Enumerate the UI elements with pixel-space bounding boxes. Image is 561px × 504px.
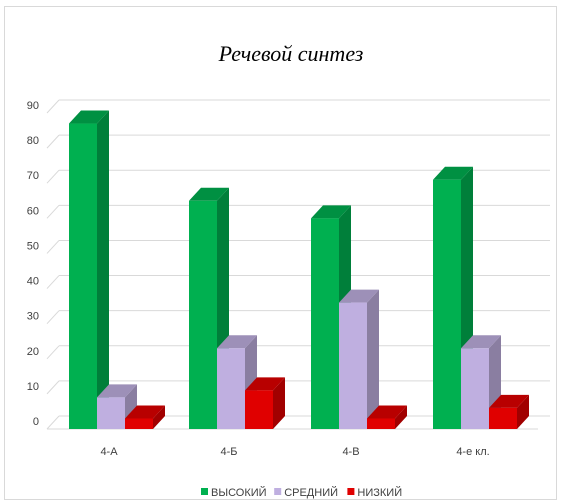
category-label: 4-В [342,446,359,458]
y-tick-label: 20 [27,346,39,358]
bar-4-Б-НИЗКИЙ [245,377,285,429]
y-tick-label: 70 [27,170,39,182]
category-labels: 4-А 4-Б 4-В 4-е кл. [100,446,489,458]
bar-top [433,166,473,180]
bar-front [489,407,517,429]
gridline-depth [46,240,60,254]
gridline-depth [46,99,60,114]
y-tick-label: 40 [27,276,39,288]
bar-front [125,418,153,429]
bar-top [97,384,137,398]
gridline-depth [46,415,60,430]
gridline-depth [46,310,60,325]
category-label: 4-Б [221,446,238,458]
legend-label: СРЕДНИЙ [284,486,338,499]
bar-side [153,405,165,429]
legend: ВЫСОКИЙ СРЕДНИЙ НИЗКИЙ [201,486,402,499]
gridline-depth [46,134,60,149]
legend-swatch [347,488,355,495]
bar-side [97,110,109,430]
y-tick-label: 10 [27,381,39,393]
category-label: 4-е кл. [456,446,489,458]
bar-top [367,405,407,419]
bar-4-е кл.-НИЗКИЙ [489,394,529,429]
gridline-depth [46,204,60,219]
y-tick-label: 80 [27,135,39,147]
bar-top [489,394,529,408]
bar-top [311,205,351,219]
bar-4-В-ВЫСОКИЙ [311,205,351,429]
bar-top [189,187,229,201]
y-tick-label: 0 [33,416,39,428]
bar-side [273,377,285,429]
category-label: 4-А [100,446,118,458]
gridline-depth [46,275,60,289]
bar-front [245,390,273,429]
chart-frame: Речевой синтез 0 10 20 30 40 50 60 70 80 90 4-А 4-… [4,6,557,500]
y-axis-ticks: 0 10 20 30 40 50 60 70 80 90 [27,100,39,428]
y-tick-label: 50 [27,240,39,252]
bar-front [367,418,395,429]
bar-side [395,405,407,429]
legend-swatch [274,488,282,495]
y-tick-label: 60 [27,205,39,217]
bar-front [433,179,461,429]
bar-4-В-НИЗКИЙ [367,405,407,429]
chart-title: Речевой синтез [218,41,364,66]
legend-label: ВЫСОКИЙ [211,486,267,499]
gridline-depth [46,345,60,360]
bar-4-А-ВЫСОКИЙ [69,110,109,430]
bar-side [367,289,379,429]
y-tick-label: 30 [27,311,39,323]
bar-front [217,348,245,429]
bar-top [125,405,165,419]
bar-top [245,377,285,391]
bar-top [461,335,501,349]
y-tick-label: 90 [27,100,39,112]
gridline-depth [46,380,60,395]
bar-front [311,218,339,429]
bar-4-В-СРЕДНИЙ [339,289,379,429]
gridline-depth [46,169,60,184]
bar-front [189,200,217,429]
bar-front [69,123,97,430]
legend-swatch [201,488,208,495]
bar-front [461,348,489,429]
bar-front [339,302,367,429]
bar-top [69,110,109,124]
bar-4-А-НИЗКИЙ [125,405,165,429]
bar-top [339,289,379,303]
legend-label: НИЗКИЙ [357,486,402,499]
bars [69,110,529,430]
bar-side [517,394,529,429]
bar-top [217,335,257,349]
bar-front [97,397,125,429]
